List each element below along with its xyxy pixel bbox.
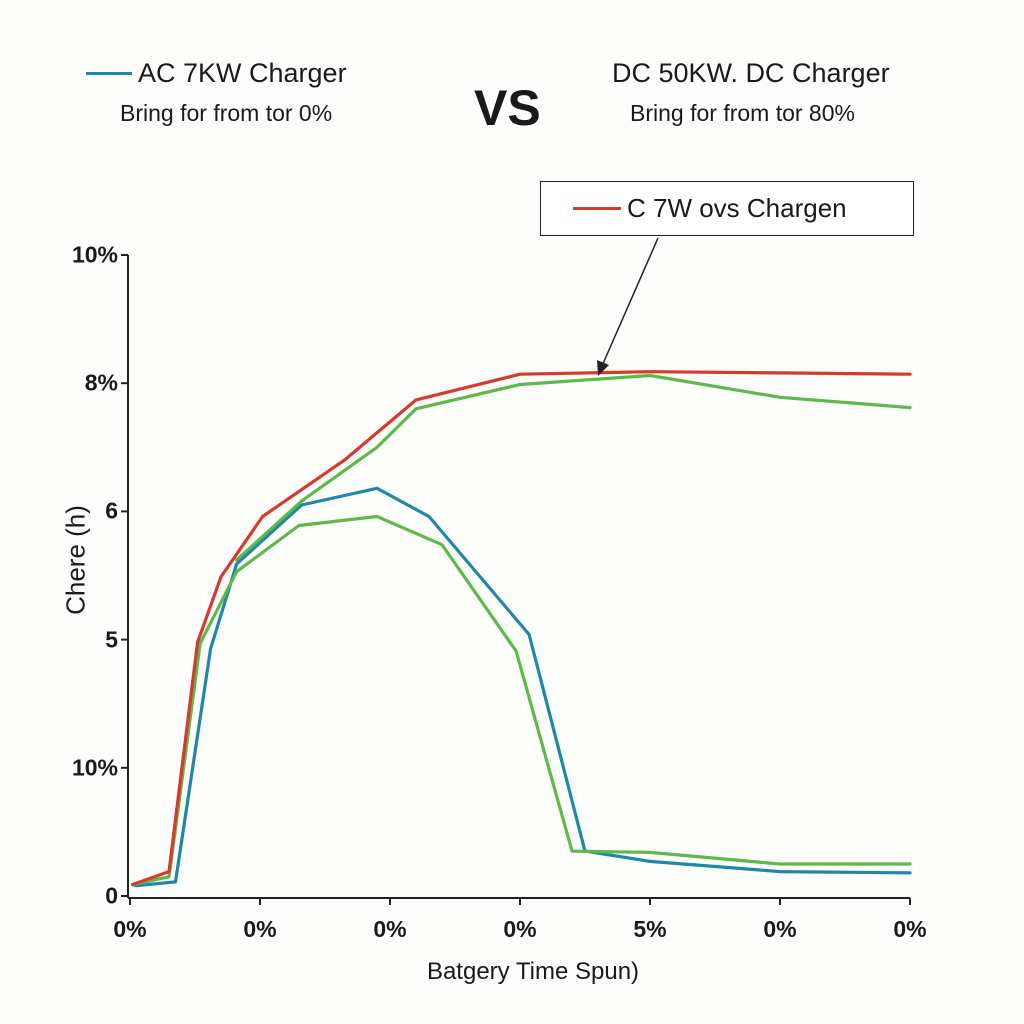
legend-swatch-red: [573, 207, 621, 210]
right-title: DC 50KW. DC Charger: [612, 58, 890, 88]
y-tick-label: 8%: [84, 369, 118, 396]
y-tick-label: 0: [105, 882, 118, 909]
callout-text: C 7W οvs Chargen: [627, 193, 847, 223]
x-tick-label: 0%: [373, 916, 407, 942]
left-title: AC 7KW Charger: [138, 58, 347, 88]
x-tick-label: 0%: [503, 916, 537, 942]
callout-arrowhead: [597, 360, 609, 376]
y-tick-label: 5: [105, 626, 118, 653]
legend-left: AC 7KW Charger Bring for from tor 0%: [86, 56, 406, 128]
callout-box: C 7W οvs Chargen: [540, 181, 914, 236]
x-tick-label: 0%: [763, 916, 797, 942]
x-tick-label: 0%: [243, 916, 277, 942]
y-tick-label: 6: [105, 497, 118, 524]
y-axis-label: Chere (h): [60, 505, 91, 615]
series-line-blue-0: [131, 486, 912, 888]
x-tick-label: 0%: [113, 916, 147, 942]
series-line-green-1: [131, 514, 912, 887]
legend-right: DC 50KW. DC Charger Bring for from tor 8…: [612, 56, 972, 128]
y-tick-label: 10%: [71, 754, 118, 781]
vs-label: VS: [474, 80, 541, 136]
x-tick-label: 5%: [633, 916, 667, 942]
x-tick-label: 0%: [893, 916, 927, 942]
legend-swatch-blue: [86, 71, 132, 75]
right-subtitle: Bring for from tor 80%: [630, 100, 855, 126]
series-line-green-2: [235, 373, 912, 562]
y-tick-label: 10%: [71, 241, 118, 268]
series-line-red-3: [131, 370, 912, 887]
x-axis-label: Batgery Time Spun): [426, 958, 640, 985]
left-subtitle: Bring for from tor 0%: [120, 100, 333, 126]
callout-arrow: [601, 237, 659, 367]
